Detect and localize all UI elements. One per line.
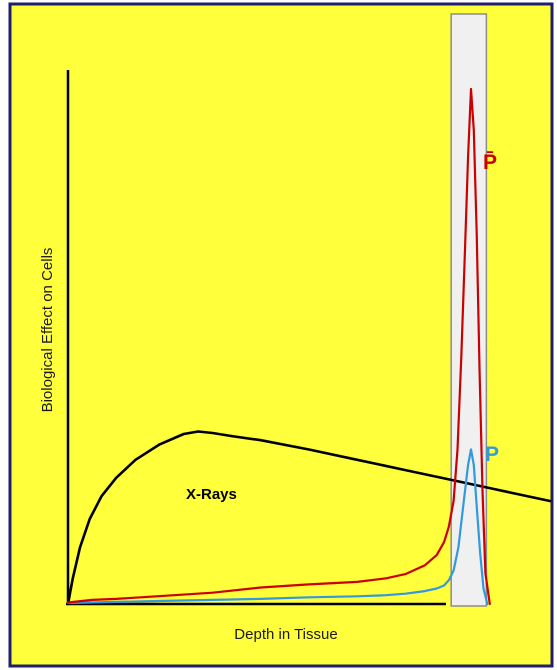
x-axis-label: Depth in Tissue	[234, 626, 337, 643]
highlight-band	[450, 13, 488, 607]
proton-series-line	[66, 448, 489, 606]
series-layer	[66, 87, 552, 606]
xrays-series-label: X-Rays	[186, 486, 237, 503]
antiproton-series-line	[66, 87, 491, 606]
y-axis-label: Biological Effect on Cells	[39, 248, 56, 413]
proton-series-label: P	[485, 443, 499, 466]
antiproton-series-label: P̄	[483, 151, 497, 174]
xrays-series-line	[66, 430, 552, 606]
